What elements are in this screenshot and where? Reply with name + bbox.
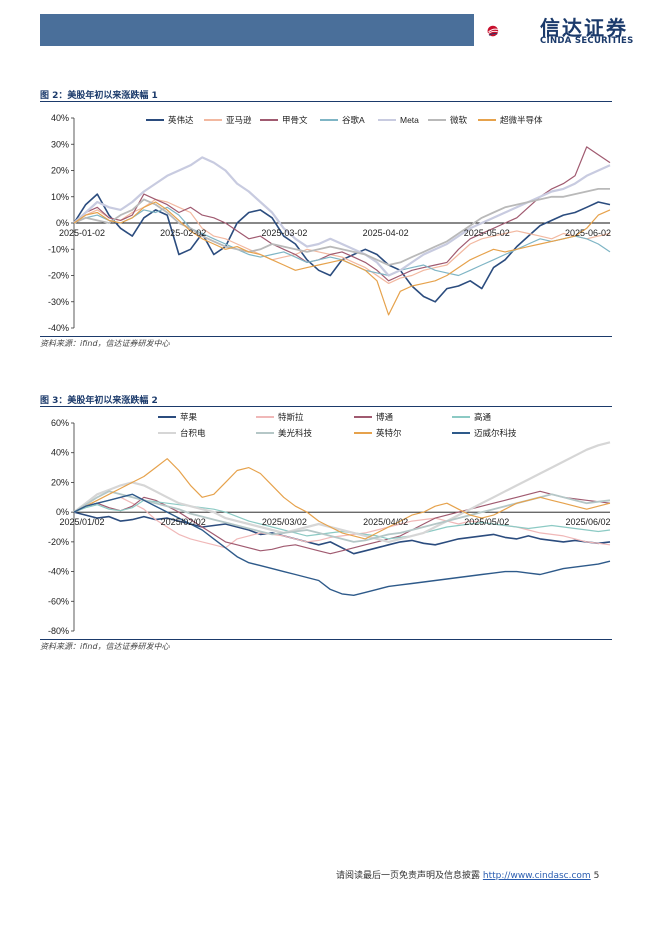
- series-line-微软: [73, 188, 610, 266]
- cinda-logo-icon: [487, 25, 499, 37]
- legend-label: 博通: [376, 412, 394, 422]
- y-tick-label: 10%: [51, 192, 69, 202]
- logo-en-text: CINDA SECURITIES: [540, 36, 634, 46]
- y-tick-label: 40%: [51, 448, 69, 458]
- x-tick-label: 2025/01/02: [59, 517, 104, 527]
- x-tick-label: 2025-02-02: [160, 228, 206, 238]
- footer-disclaimer: 请阅读最后一页免责声明及信息披露: [336, 871, 481, 881]
- figure-3-bottom-rule: [40, 639, 612, 640]
- logo-cn-text: 信达证券: [540, 16, 628, 40]
- legend-label: 特斯拉: [278, 412, 304, 422]
- y-tick-label: -60%: [48, 596, 69, 606]
- y-tick-label: -40%: [48, 567, 69, 577]
- legend-label: 高通: [474, 412, 492, 422]
- y-tick-label: -40%: [48, 323, 69, 333]
- x-tick-label: 2025/03/02: [262, 517, 307, 527]
- y-tick-label: -80%: [48, 626, 69, 636]
- x-tick-label: 2025-06-02: [565, 228, 611, 238]
- figure-3-title: 图 3：美股年初以来涨跌幅 2: [40, 396, 158, 406]
- x-tick-label: 2025/06/02: [565, 517, 610, 527]
- y-tick-label: 20%: [51, 477, 69, 487]
- figure-2-source: 资料来源：ifind，信达证券研发中心: [40, 339, 170, 348]
- legend-label: 美光科技: [278, 428, 313, 438]
- series-line-英特尔: [73, 458, 611, 540]
- series-line-博通: [73, 490, 611, 555]
- legend-label: 台积电: [180, 428, 206, 438]
- legend-label: Meta: [400, 115, 419, 125]
- chart-figure-2: 40% 30% 20% 10% 0% -10% -20% -30% -40% 2025-01-02…: [48, 113, 611, 333]
- figure-3-source: 资料来源：ifind，信达证券研发中心: [40, 642, 170, 651]
- y-tick-label: 0%: [56, 507, 69, 517]
- x-tick-label: 2025-03-02: [261, 228, 307, 238]
- figure-3-top-rule: [40, 406, 612, 407]
- series-line-台积电: [73, 441, 611, 543]
- x-tick-label: 2025-04-02: [363, 228, 409, 238]
- series-line-高通: [73, 499, 611, 540]
- figure-2-bottom-rule: [40, 336, 612, 337]
- series-line-超微半导体: [73, 201, 611, 316]
- x-tick-label: 2025/02/02: [161, 517, 206, 527]
- y-tick-label: -10%: [48, 244, 69, 254]
- series-line-英伟达: [73, 193, 611, 303]
- legend-label: 甲骨文: [282, 115, 308, 125]
- series-line-谷歌A: [73, 206, 611, 277]
- series-line-Meta: [73, 156, 611, 277]
- legend-label: 亚马逊: [226, 115, 252, 125]
- y-tick-label: -20%: [48, 537, 69, 547]
- y-tick-label: 30%: [51, 139, 69, 149]
- y-tick-label: 60%: [51, 418, 69, 428]
- legend-label: 英特尔: [376, 428, 402, 438]
- x-tick-label: 2025-01-02: [59, 228, 105, 238]
- legend-label: 苹果: [180, 412, 198, 422]
- x-tick-label: 2025/05/02: [464, 517, 509, 527]
- footer-link[interactable]: http://www.cindasc.com: [482, 871, 591, 881]
- legend-label: 谷歌A: [342, 115, 365, 125]
- series-line-迈威尔科技: [73, 493, 611, 597]
- legend-label: 微软: [450, 115, 468, 125]
- legend-label: 英伟达: [168, 115, 194, 125]
- page-number: 5: [593, 871, 600, 881]
- figure-2-top-rule: [40, 101, 612, 102]
- header-bar: [40, 14, 474, 46]
- y-tick-label: 0%: [56, 218, 69, 228]
- figure-2-title: 图 2：美股年初以来涨跌幅 1: [40, 91, 158, 101]
- series-line-苹果: [73, 511, 611, 555]
- y-tick-label: 40%: [51, 113, 69, 123]
- y-tick-label: -30%: [48, 297, 69, 307]
- series-line-甲骨文: [73, 146, 611, 282]
- series-line-美光科技: [73, 490, 611, 543]
- y-tick-label: -20%: [48, 271, 69, 281]
- x-tick-label: 2025-05-02: [464, 228, 510, 238]
- legend-label: 迈威尔科技: [474, 428, 517, 438]
- chart-figure-3: 60% 40% 20% 0% -20% -40% -60% -80% 2025/01/02 202…: [48, 412, 611, 636]
- series-line-亚马逊: [73, 198, 611, 284]
- legend-label: 超微半导体: [500, 115, 543, 125]
- y-tick-label: 20%: [51, 166, 69, 176]
- x-tick-label: 2025/04/02: [363, 517, 408, 527]
- footer: 请阅读最后一页免责声明及信息披露 http://www.cindasc.com …: [336, 868, 599, 881]
